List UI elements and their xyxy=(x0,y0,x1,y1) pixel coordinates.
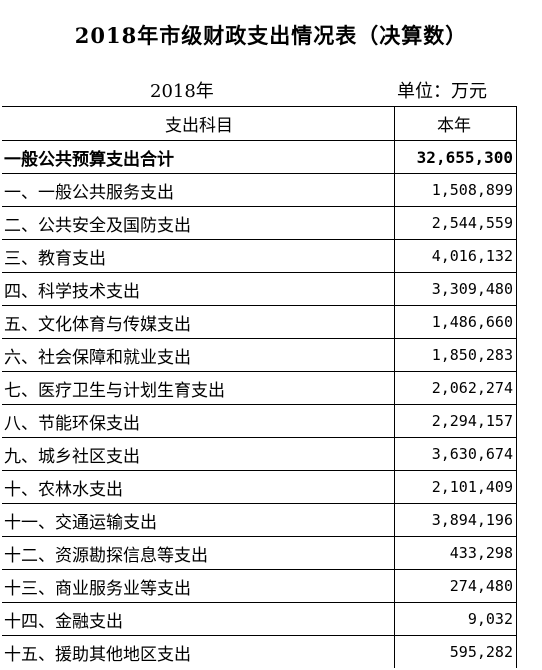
row-label: 一、一般公共服务支出 xyxy=(2,173,395,207)
table-row: 十一、交通运输支出 3,894,196 xyxy=(2,503,517,537)
row-value: 274,480 xyxy=(394,569,517,603)
table-row: 十三、商业服务业等支出 274,480 xyxy=(2,569,517,603)
row-value: 3,630,674 xyxy=(394,437,517,471)
row-value: 2,294,157 xyxy=(394,404,517,438)
row-value: 9,032 xyxy=(394,602,517,636)
row-label: 十一、交通运输支出 xyxy=(2,503,395,537)
total-row: 一般公共预算支出合计 32,655,300 xyxy=(2,140,517,174)
table-row: 二、公共安全及国防支出 2,544,559 xyxy=(2,206,517,240)
row-label: 四、科学技术支出 xyxy=(2,272,395,306)
table-row: 一、一般公共服务支出 1,508,899 xyxy=(2,173,517,207)
table-row: 十五、援助其他地区支出 595,282 xyxy=(2,635,517,668)
row-label: 十五、援助其他地区支出 xyxy=(4,644,191,665)
total-value: 32,655,300 xyxy=(394,140,517,174)
table-row: 十四、金融支出 9,032 xyxy=(2,602,517,636)
row-label: 十三、商业服务业等支出 xyxy=(2,569,395,603)
row-label: 二、公共安全及国防支出 xyxy=(2,206,395,240)
row-label: 十二、资源勘探信息等支出 xyxy=(2,536,395,570)
table-row: 四、科学技术支出 3,309,480 xyxy=(2,272,517,306)
table-row: 八、节能环保支出 2,294,157 xyxy=(2,404,517,438)
total-label: 一般公共预算支出合计 xyxy=(2,140,395,174)
table-row: 十二、资源勘探信息等支出 433,298 xyxy=(2,536,517,570)
row-label: 八、节能环保支出 xyxy=(2,404,395,438)
row-label: 五、文化体育与传媒支出 xyxy=(2,305,395,339)
row-label: 九、城乡社区支出 xyxy=(2,437,395,471)
header-value: 本年 xyxy=(394,106,517,141)
sub-header: 2018年 单位：万元 xyxy=(0,72,542,106)
table-row: 十、农林水支出 2,101,409 xyxy=(2,470,517,504)
unit-label: 单位：万元 xyxy=(397,81,487,102)
row-value: 3,309,480 xyxy=(394,272,517,306)
row-label: 六、社会保障和就业支出 xyxy=(2,338,395,372)
row-value: 1,486,660 xyxy=(394,305,517,339)
row-label: 三、教育支出 xyxy=(2,239,395,273)
row-value: 2,062,274 xyxy=(394,371,517,405)
row-value: 433,298 xyxy=(394,536,517,570)
table-row: 七、医疗卫生与计划生育支出 2,062,274 xyxy=(2,371,517,405)
row-label: 十、农林水支出 xyxy=(2,470,395,504)
row-value: 595,282 xyxy=(394,635,517,668)
table-row: 三、教育支出 4,016,132 xyxy=(2,239,517,273)
row-value: 4,016,132 xyxy=(394,239,517,273)
table-title: 2018年市级财政支出情况表（决算数） xyxy=(74,23,468,48)
table-row: 九、城乡社区支出 3,630,674 xyxy=(2,437,517,471)
table-row: 六、社会保障和就业支出 1,850,283 xyxy=(2,338,517,372)
expenditure-table: 支出科目 本年 一般公共预算支出合计 32,655,300 一、一般公共服务支出… xyxy=(2,106,517,668)
row-value: 3,894,196 xyxy=(394,503,517,537)
row-value: 1,850,283 xyxy=(394,338,517,372)
table-row: 五、文化体育与传媒支出 1,486,660 xyxy=(2,305,517,339)
row-label: 十四、金融支出 xyxy=(2,602,395,636)
row-label: 七、医疗卫生与计划生育支出 xyxy=(2,371,395,405)
row-value: 2,101,409 xyxy=(394,470,517,504)
year-label: 2018年 xyxy=(150,81,214,102)
row-value: 2,544,559 xyxy=(394,206,517,240)
table-header-row: 支出科目 本年 xyxy=(2,106,517,141)
row-value: 1,508,899 xyxy=(394,173,517,207)
header-item: 支出科目 xyxy=(2,106,395,141)
